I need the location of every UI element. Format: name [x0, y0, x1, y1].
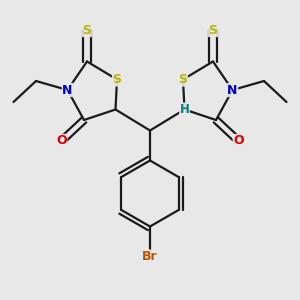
Text: Br: Br: [142, 250, 158, 263]
Text: S: S: [178, 73, 188, 86]
Text: S: S: [112, 73, 122, 86]
Text: O: O: [233, 134, 244, 148]
Text: S: S: [82, 23, 91, 37]
Text: N: N: [227, 83, 238, 97]
Text: H: H: [180, 103, 189, 116]
Text: N: N: [62, 83, 73, 97]
Text: S: S: [208, 23, 217, 37]
Text: O: O: [56, 134, 67, 148]
